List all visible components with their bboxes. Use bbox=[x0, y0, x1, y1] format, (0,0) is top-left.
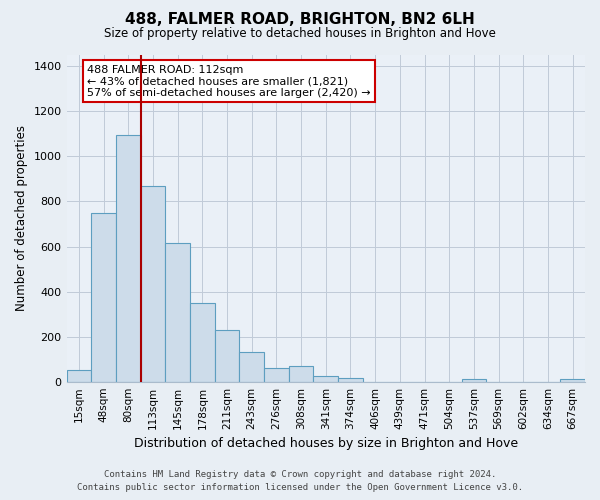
Bar bbox=[264, 368, 289, 382]
Text: 488 FALMER ROAD: 112sqm
← 43% of detached houses are smaller (1,821)
57% of semi: 488 FALMER ROAD: 112sqm ← 43% of detache… bbox=[87, 65, 371, 98]
Bar bbox=[140, 186, 165, 382]
Text: Size of property relative to detached houses in Brighton and Hove: Size of property relative to detached ho… bbox=[104, 28, 496, 40]
Bar bbox=[190, 304, 215, 382]
Bar bbox=[116, 135, 140, 382]
Bar bbox=[560, 380, 585, 382]
Y-axis label: Number of detached properties: Number of detached properties bbox=[15, 126, 28, 312]
Bar bbox=[67, 370, 91, 382]
Text: 488, FALMER ROAD, BRIGHTON, BN2 6LH: 488, FALMER ROAD, BRIGHTON, BN2 6LH bbox=[125, 12, 475, 28]
Bar bbox=[91, 212, 116, 382]
X-axis label: Distribution of detached houses by size in Brighton and Hove: Distribution of detached houses by size … bbox=[134, 437, 518, 450]
Bar bbox=[215, 330, 239, 382]
Bar bbox=[313, 376, 338, 382]
Bar bbox=[338, 378, 363, 382]
Text: Contains HM Land Registry data © Crown copyright and database right 2024.
Contai: Contains HM Land Registry data © Crown c… bbox=[77, 470, 523, 492]
Bar bbox=[461, 380, 486, 382]
Bar bbox=[239, 352, 264, 382]
Bar bbox=[165, 243, 190, 382]
Bar bbox=[289, 366, 313, 382]
